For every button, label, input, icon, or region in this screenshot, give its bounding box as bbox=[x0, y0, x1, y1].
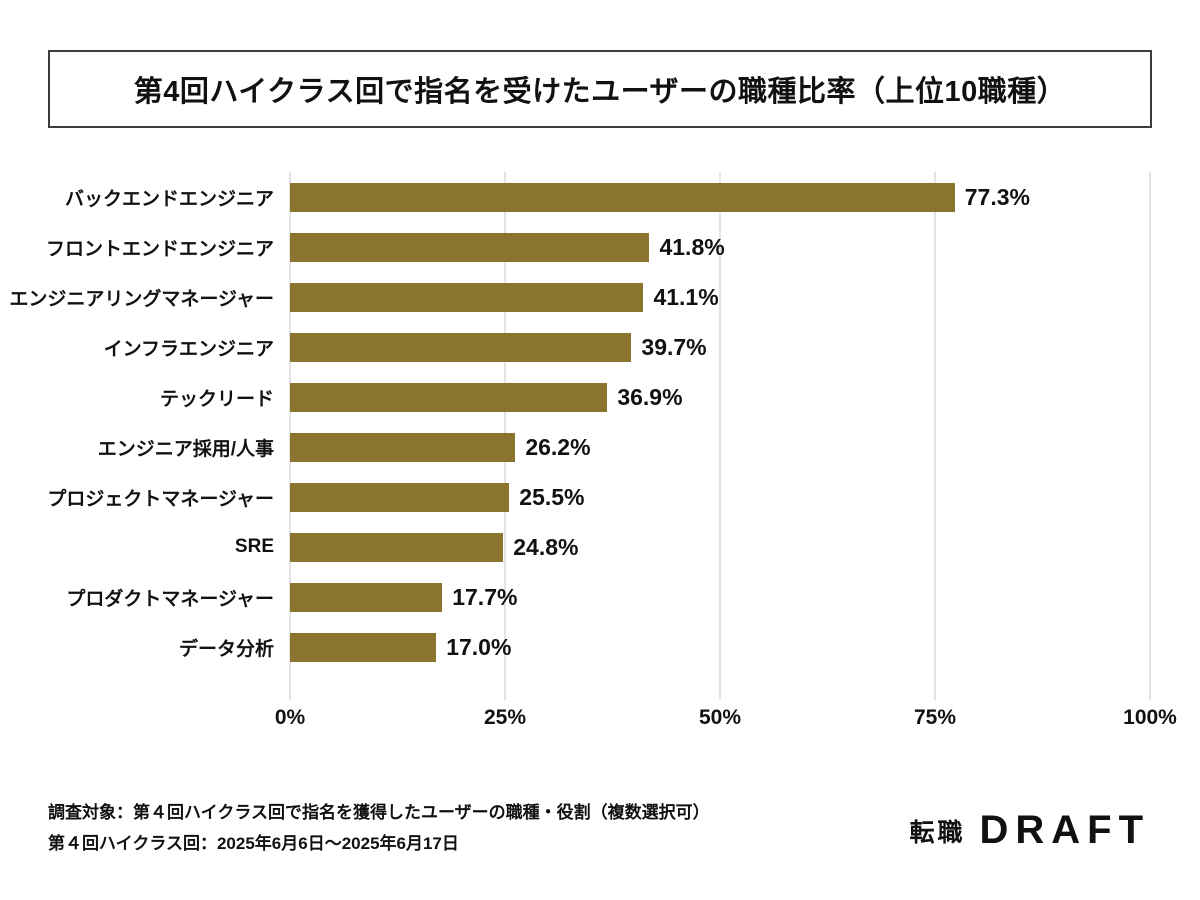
bar bbox=[290, 332, 632, 362]
category-label: テックリード bbox=[159, 388, 274, 410]
category-label: SRE bbox=[234, 536, 274, 557]
bar bbox=[290, 232, 650, 262]
bar-value-label: 41.8% bbox=[659, 233, 725, 260]
category-label: フロントエンドエンジニア bbox=[45, 238, 274, 260]
bar-row: フロントエンドエンジニア 41.8% bbox=[0, 222, 1200, 272]
bar-row: テックリード 36.9% bbox=[0, 372, 1200, 422]
bar-value-label: 24.8% bbox=[513, 533, 579, 560]
bar-track: 17.0% bbox=[290, 632, 1150, 662]
x-tick-label: 25% bbox=[483, 706, 527, 729]
bar-row: プロジェクトマネージャー 25.5% bbox=[0, 472, 1200, 522]
bar-value-label: 25.5% bbox=[519, 483, 585, 510]
bar bbox=[290, 532, 504, 562]
bar-track: 26.2% bbox=[290, 432, 1150, 462]
bar-track: 41.1% bbox=[290, 282, 1150, 312]
bar-track: 24.8% bbox=[290, 532, 1150, 562]
bar bbox=[290, 182, 955, 212]
bar-value-label: 39.7% bbox=[641, 333, 707, 360]
x-tick-label: 75% bbox=[913, 706, 957, 729]
bar-value-label: 17.0% bbox=[446, 633, 512, 660]
logo-brand-text: DRAFT bbox=[979, 808, 1150, 852]
bar-value-label: 17.7% bbox=[452, 583, 518, 610]
bar-row: データ分析 17.0% bbox=[0, 622, 1200, 672]
category-label: データ分析 bbox=[178, 638, 274, 660]
bar-chart: バックエンドエンジニア 77.3% フロントエンドエンジニア 41.8% エンジニアリン… bbox=[0, 172, 1200, 742]
chart-title: 第4回ハイクラス回で指名を受けたユーザーの職種比率（上位10職種） bbox=[133, 76, 1067, 108]
x-axis: 0% 25% 50% 75% 100% bbox=[275, 706, 1177, 736]
bar-value-label: 26.2% bbox=[525, 433, 591, 460]
bar-row: プロダクトマネージャー 17.7% bbox=[0, 572, 1200, 622]
bar-track: 77.3% bbox=[290, 182, 1150, 212]
bar-value-label: 36.9% bbox=[617, 383, 683, 410]
bar bbox=[290, 482, 510, 512]
category-label: バックエンドエンジニア bbox=[64, 188, 274, 210]
bar-row: エンジニアリングマネージャー 41.1% bbox=[0, 272, 1200, 322]
gridline bbox=[719, 172, 721, 700]
category-label: エンジニアリングマネージャー bbox=[9, 288, 274, 310]
bar-track: 25.5% bbox=[290, 482, 1150, 512]
footer-line-1: 調査対象：第４回ハイクラス回で指名を獲得したユーザーの職種・役割（複数選択可） bbox=[48, 803, 710, 822]
footer-notes: 調査対象：第４回ハイクラス回で指名を獲得したユーザーの職種・役割（複数選択可） … bbox=[48, 797, 710, 859]
bar-track: 36.9% bbox=[290, 382, 1150, 412]
bar-value-label: 77.3% bbox=[964, 183, 1030, 210]
bar-value-label: 41.1% bbox=[653, 283, 719, 310]
x-tick-label: 100% bbox=[1123, 706, 1177, 729]
x-tick-label: 50% bbox=[698, 706, 742, 729]
bar bbox=[290, 432, 516, 462]
bar bbox=[290, 382, 608, 412]
gridline bbox=[934, 172, 936, 700]
bar bbox=[290, 632, 437, 662]
bar-row: エンジニア採用/人事 26.2% bbox=[0, 422, 1200, 472]
category-label: プロジェクトマネージャー bbox=[47, 488, 274, 510]
bar-track: 17.7% bbox=[290, 582, 1150, 612]
bar-row: バックエンドエンジニア 77.3% bbox=[0, 172, 1200, 222]
gridline bbox=[1149, 172, 1151, 700]
category-label: エンジニア採用/人事 bbox=[97, 438, 274, 460]
bar-track: 41.8% bbox=[290, 232, 1150, 262]
bar-row: SRE 24.8% bbox=[0, 522, 1200, 572]
tenshoku-draft-logo: 転職 DRAFT bbox=[909, 808, 1150, 853]
bar-track: 39.7% bbox=[290, 332, 1150, 362]
title-box: 第4回ハイクラス回で指名を受けたユーザーの職種比率（上位10職種） bbox=[48, 50, 1152, 128]
category-label: プロダクトマネージャー bbox=[66, 588, 274, 610]
footer-line-2: 第４回ハイクラス回：2025年6月6日～2025年6月17日 bbox=[48, 834, 459, 853]
category-label: インフラエンジニア bbox=[103, 338, 274, 360]
logo-prefix-text: 転職 bbox=[909, 818, 966, 847]
x-tick-label: 0% bbox=[274, 706, 306, 729]
bar-row: インフラエンジニア 39.7% bbox=[0, 322, 1200, 372]
bar-rows: バックエンドエンジニア 77.3% フロントエンドエンジニア 41.8% エンジニアリン… bbox=[0, 172, 1200, 672]
bar bbox=[290, 282, 644, 312]
bar bbox=[290, 582, 443, 612]
